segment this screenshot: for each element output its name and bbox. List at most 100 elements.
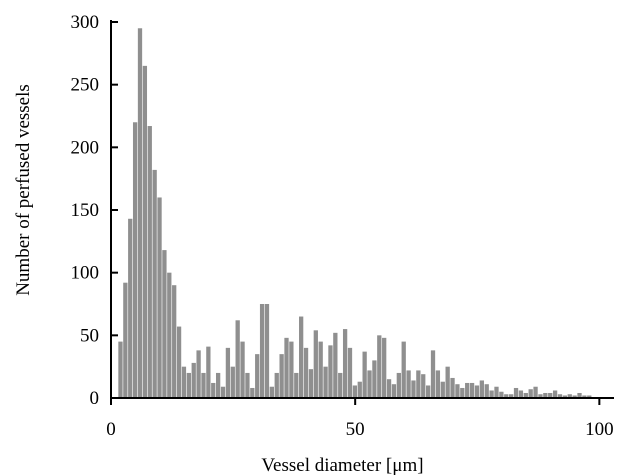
bar: [284, 337, 289, 398]
bar: [215, 372, 221, 398]
x-axis-title: Vessel diameter [μm]: [261, 455, 423, 476]
x-tick-label: 50: [346, 419, 365, 440]
bar: [518, 390, 524, 398]
bars-group: [118, 28, 592, 399]
bar: [469, 382, 475, 398]
bar: [137, 28, 143, 399]
bar: [548, 392, 553, 398]
bar: [465, 382, 470, 398]
bar: [255, 354, 260, 398]
bar: [157, 197, 162, 398]
bar: [240, 341, 245, 398]
bar: [123, 282, 128, 398]
bar: [328, 345, 333, 398]
bar: [352, 385, 358, 398]
bar: [308, 369, 314, 398]
bar: [206, 346, 211, 398]
bar: [191, 362, 196, 398]
bar: [504, 394, 509, 398]
y-tick-label: 50: [80, 325, 99, 346]
bar: [235, 320, 240, 398]
bar: [245, 372, 250, 398]
axes-group: [110, 20, 614, 399]
bar: [152, 169, 157, 398]
x-tick-label: 0: [106, 419, 116, 440]
bar: [303, 347, 309, 398]
bar: [567, 394, 572, 398]
bar: [372, 360, 377, 398]
bar: [367, 370, 372, 398]
bar: [220, 386, 226, 398]
bar: [167, 272, 172, 398]
bar: [347, 347, 353, 398]
bar: [342, 329, 348, 398]
bar: [425, 385, 431, 398]
bar: [264, 304, 270, 398]
bar: [162, 250, 167, 398]
bar: [230, 366, 235, 398]
bar: [338, 372, 343, 398]
bar: [533, 386, 538, 398]
bar: [299, 316, 304, 398]
bar: [450, 377, 455, 398]
bar: [186, 372, 191, 398]
bar: [484, 384, 489, 398]
bar: [313, 330, 318, 398]
bar: [430, 350, 436, 398]
bar: [460, 387, 465, 398]
bar: [513, 387, 519, 398]
bar: [435, 370, 441, 398]
bar: [509, 394, 514, 398]
bar: [499, 391, 504, 398]
bar: [396, 372, 401, 398]
bar: [411, 380, 416, 398]
bar: [118, 341, 123, 398]
bar: [128, 218, 133, 398]
bar: [211, 382, 216, 398]
bar: [323, 366, 328, 398]
bar: [377, 335, 382, 398]
bar: [196, 350, 201, 398]
bar: [572, 395, 577, 398]
bar: [362, 351, 367, 398]
bar: [357, 381, 362, 398]
bar: [577, 392, 582, 398]
bar: [401, 341, 406, 398]
bar: [225, 347, 231, 398]
bar: [543, 392, 548, 398]
bar: [132, 122, 138, 399]
bar: [250, 387, 255, 398]
y-axis-title: Number of perfused vessels: [13, 84, 34, 296]
bar: [406, 370, 411, 398]
bar: [294, 372, 299, 398]
bar: [333, 332, 338, 398]
bar: [494, 386, 499, 398]
bar: [274, 372, 279, 398]
bar: [489, 390, 494, 398]
bar: [386, 379, 392, 398]
bar: [416, 370, 421, 398]
bar: [259, 304, 265, 398]
bar: [318, 341, 323, 398]
bar: [538, 394, 543, 398]
bar: [562, 395, 568, 398]
bar: [479, 380, 484, 398]
bar: [455, 384, 460, 398]
bar: [582, 395, 587, 398]
x-ticks-group: 0 50 100: [106, 398, 614, 440]
bar: [587, 395, 592, 398]
bar: [391, 384, 397, 398]
bar: [474, 385, 480, 398]
bar: [552, 390, 558, 398]
y-tick-label: 150: [71, 200, 100, 221]
x-tick-label: 100: [585, 419, 614, 440]
y-tick-label: 0: [90, 388, 100, 409]
bar: [440, 381, 445, 398]
y-tick-label: 250: [71, 75, 100, 96]
bar: [201, 372, 206, 398]
bar: [269, 386, 274, 398]
bar: [557, 394, 563, 398]
bar: [289, 341, 294, 398]
bar: [181, 366, 187, 398]
